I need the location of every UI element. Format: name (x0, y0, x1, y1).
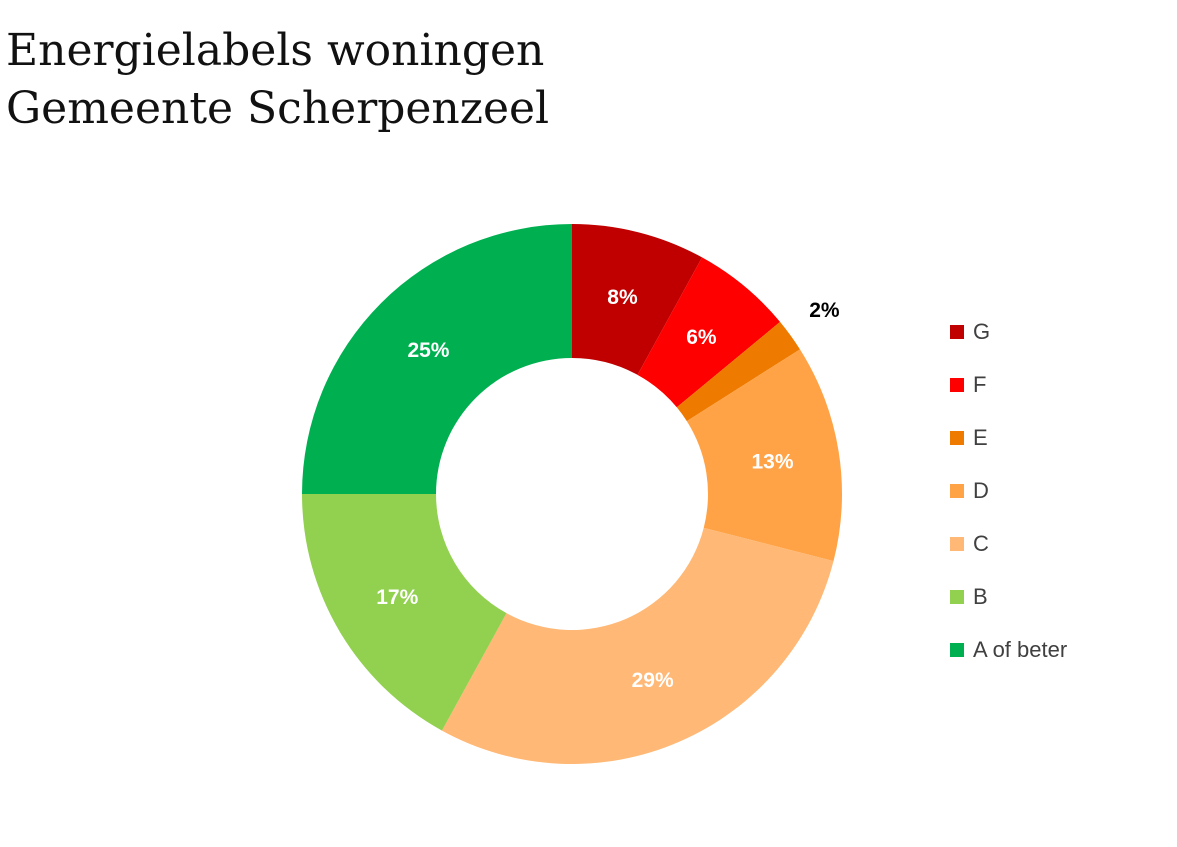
chart-title-line-1: Energielabels woningen (6, 25, 545, 76)
legend-label-e: E (973, 424, 988, 450)
slice-g (572, 224, 703, 375)
slice-label-a-of-beter: 25% (407, 339, 449, 362)
legend-swatch-a-of-beter (950, 642, 964, 657)
legend-swatch-c (950, 536, 964, 551)
legend-label-c: C (973, 530, 989, 556)
slice-c (441, 527, 834, 764)
legend-swatch-b (950, 589, 964, 604)
legend-item-g: G (950, 305, 1067, 358)
legend-swatch-g (950, 324, 964, 339)
legend-item-d: D (950, 464, 1067, 517)
legend-label-a-of-beter: A of beter (973, 636, 1068, 662)
chart-title: Energielabels woningen Gemeente Scherpen… (6, 22, 549, 138)
legend-item-e: E (950, 411, 1067, 464)
legend-label-b: B (973, 583, 988, 609)
chart-legend: G F E D C B A of beter (950, 305, 1067, 676)
legend-label-f: F (973, 371, 987, 397)
chart-title-line-2: Gemeente Scherpenzeel (6, 83, 550, 134)
legend-item-b: B (950, 570, 1067, 623)
slice-f (637, 257, 781, 408)
legend-item-c: C (950, 517, 1067, 570)
slice-d (686, 349, 842, 562)
legend-label-g: G (973, 318, 991, 344)
legend-swatch-f (950, 377, 964, 392)
legend-item-a-of-beter: A of beter (950, 623, 1067, 676)
legend-label-d: D (973, 477, 989, 503)
slice-label-f: 6% (686, 326, 717, 349)
slice-a-of-beter (302, 224, 572, 494)
legend-swatch-e (950, 430, 964, 445)
slice-b (302, 494, 507, 731)
slice-label-g: 8% (607, 286, 638, 309)
legend-swatch-d (950, 483, 964, 498)
legend-item-f: F (950, 358, 1067, 411)
slice-label-e: 2% (809, 299, 840, 322)
slice-label-b: 17% (376, 586, 418, 609)
slice-label-d: 13% (751, 451, 793, 474)
slice-label-c: 29% (632, 669, 674, 692)
slice-e (676, 321, 800, 422)
